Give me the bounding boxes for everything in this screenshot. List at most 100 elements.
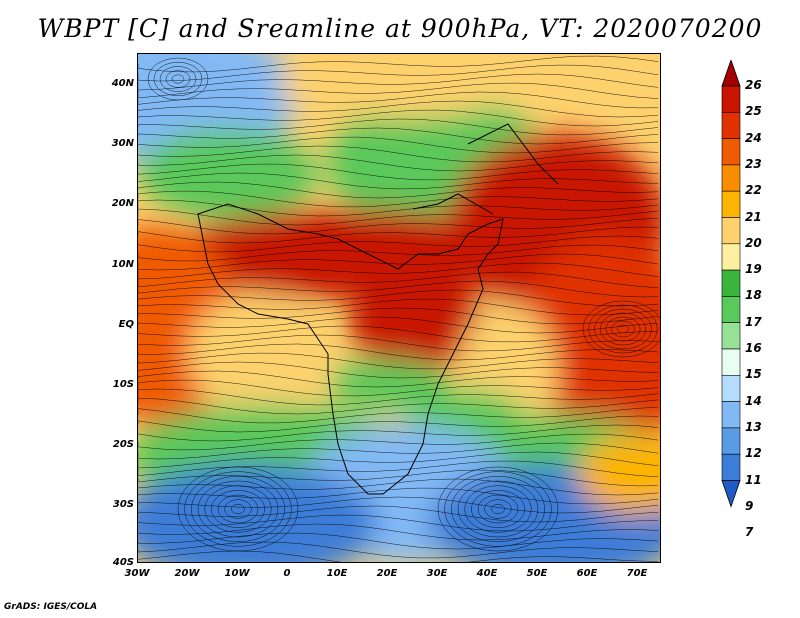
colorbar-swatch — [721, 111, 741, 139]
streamline — [138, 523, 659, 541]
streamline — [138, 496, 659, 514]
colorbar-label: 23 — [745, 156, 762, 171]
streamline — [138, 199, 659, 217]
lat-label: 30N — [111, 138, 134, 150]
lat-label: 10N — [111, 258, 134, 270]
colorbar-swatch — [721, 85, 741, 113]
streamline — [138, 307, 659, 325]
lon-label: 30E — [426, 568, 448, 579]
streamline — [138, 433, 659, 451]
indian-yellow — [578, 434, 660, 514]
temperature-field — [138, 54, 660, 562]
colorbar-label: 12 — [745, 446, 762, 461]
streamline — [138, 244, 659, 262]
colorbar-swatch — [721, 374, 741, 402]
lon-label: 50E — [526, 568, 548, 579]
colorbar-label: 26 — [745, 78, 762, 92]
colorbar-label: 15 — [745, 367, 762, 382]
streamline — [138, 514, 659, 532]
streamline — [138, 280, 659, 298]
lat-label: 40N — [111, 78, 134, 89]
streamline — [138, 361, 659, 379]
streamline — [582, 300, 660, 358]
streamline — [177, 466, 299, 552]
streamline — [191, 476, 285, 542]
streamline — [138, 289, 659, 307]
streamline — [138, 469, 659, 487]
streamline — [138, 190, 659, 208]
colorbar-top-arrow — [721, 60, 741, 87]
colorbar-bottom-arrow — [721, 480, 741, 508]
streamline — [457, 480, 539, 538]
lon-label: 10W — [224, 568, 250, 579]
streamline — [138, 136, 659, 154]
streamline — [138, 109, 659, 127]
sahel-hot-band — [168, 209, 528, 299]
streamline — [138, 316, 659, 334]
streamline — [138, 460, 659, 478]
colorbar-swatch — [721, 217, 741, 245]
streamline — [138, 208, 659, 226]
streamline — [224, 499, 252, 519]
streamline — [217, 494, 259, 524]
streamline — [138, 118, 659, 136]
streamline — [204, 485, 272, 533]
credit-text: GrADS: IGES/COLA — [4, 602, 98, 612]
streamline — [197, 480, 279, 538]
red-sea — [412, 193, 494, 215]
streamline — [605, 316, 641, 342]
streamline — [138, 181, 659, 199]
lat-label: EQ — [118, 318, 134, 330]
streamline — [138, 442, 659, 460]
streamline — [138, 388, 659, 406]
colorbar-label: 13 — [745, 419, 762, 434]
streamline — [138, 478, 659, 496]
streamline — [138, 226, 659, 244]
lon-label: 60E — [576, 568, 598, 579]
streamline — [444, 471, 552, 547]
streamline — [477, 494, 519, 524]
colorbar-label: 18 — [745, 288, 762, 303]
lon-label: 30W — [124, 568, 150, 579]
streamline — [138, 379, 659, 397]
streamline — [211, 490, 265, 528]
streamline — [138, 154, 659, 172]
streamline — [159, 66, 197, 92]
arabia-outline — [467, 123, 559, 185]
colorbar-label: 22 — [745, 183, 762, 198]
streamline — [138, 298, 659, 316]
south-atlantic-blue — [138, 464, 378, 562]
streamline — [138, 406, 659, 424]
streamline — [138, 352, 659, 370]
lon-label: 70E — [626, 568, 648, 579]
streamline — [138, 334, 659, 352]
streamline — [138, 451, 659, 469]
streamline — [138, 172, 659, 190]
streamline — [138, 343, 659, 361]
colorbar-label: 11 — [745, 472, 762, 487]
map-panel[interactable] — [137, 53, 661, 563]
streamline — [138, 163, 659, 181]
colorbar-label: 21 — [745, 209, 762, 224]
lon-label: 10E — [326, 568, 348, 579]
lat-label: 20N — [111, 198, 134, 210]
streamline — [138, 424, 659, 442]
lon-label: 0 — [283, 568, 291, 579]
lon-label: 20W — [174, 568, 200, 579]
streamlines — [138, 55, 660, 562]
colorbar-label: 9 — [745, 498, 754, 513]
streamline — [491, 504, 505, 514]
colorbar-swatch — [721, 427, 741, 455]
colorbar-label: 24 — [745, 130, 762, 145]
colorbar-swatch — [721, 296, 741, 323]
streamline — [138, 505, 659, 523]
streamline — [231, 504, 245, 514]
streamline — [138, 262, 659, 280]
streamline — [599, 312, 647, 346]
lat-label: 20S — [112, 439, 134, 451]
streamline — [594, 308, 652, 350]
colorbar-label: 25 — [745, 104, 762, 119]
streamline — [437, 466, 559, 552]
streamline — [153, 62, 203, 96]
lat-label: 30S — [112, 499, 134, 511]
